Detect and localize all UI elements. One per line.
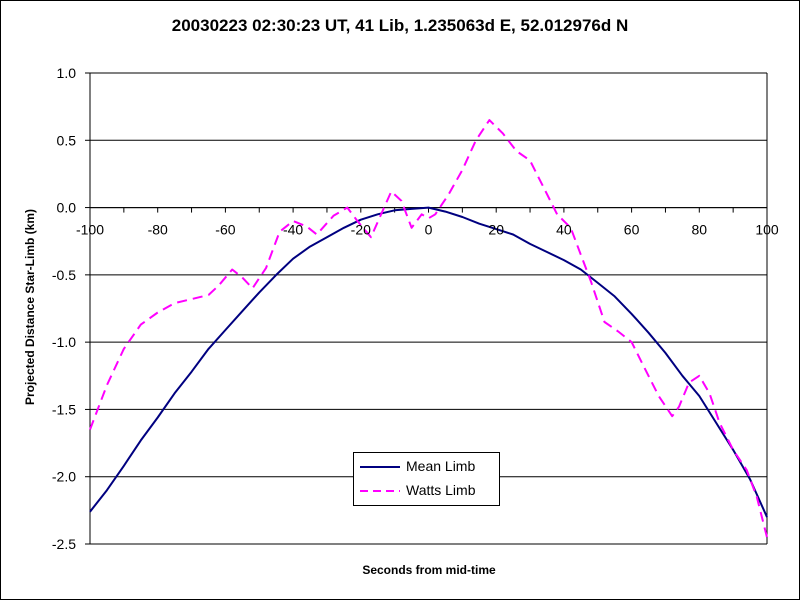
y-tick-label: 1.0 xyxy=(57,65,77,81)
chart-title: 20030223 02:30:23 UT, 41 Lib, 1.235063d … xyxy=(171,16,629,35)
x-tick-label: 0 xyxy=(425,222,433,238)
legend-label-watts-limb: Watts Limb xyxy=(406,482,476,498)
x-tick-label: -20 xyxy=(351,222,371,238)
x-tick-label: -100 xyxy=(76,222,104,238)
x-tick-label: -60 xyxy=(215,222,235,238)
x-tick-label: 100 xyxy=(755,222,779,238)
y-tick-label: -2.0 xyxy=(52,469,76,485)
series-line-mean-limb xyxy=(89,206,768,518)
x-tick-label: 80 xyxy=(692,222,708,238)
x-tick-label: -40 xyxy=(283,222,303,238)
legend-item-watts-limb: Watts Limb xyxy=(354,481,499,501)
y-tick-label: -1.5 xyxy=(52,401,76,417)
legend-swatch-mean-limb xyxy=(360,466,400,468)
x-tick-label: -80 xyxy=(148,222,168,238)
series-line-watts-limb xyxy=(89,119,768,538)
y-tick-label: -2.5 xyxy=(52,536,76,552)
legend-label-mean-limb: Mean Limb xyxy=(406,458,476,474)
x-tick-label: 40 xyxy=(556,222,572,238)
x-axis-label: Seconds from mid-time xyxy=(362,563,496,577)
x-tick-label: 60 xyxy=(624,222,640,238)
series-lines xyxy=(89,119,768,538)
x-tick-label: 20 xyxy=(488,222,504,238)
legend-item-mean-limb: Mean Limb xyxy=(354,457,499,477)
y-tick-label: 0.5 xyxy=(57,132,77,148)
legend: Mean Limb Watts Limb xyxy=(353,452,500,506)
tick-labels: 1.0 0.5 0.0 -0.5 -1.0 -1.5 -2.0 -2.5 -100 -80 -60 -… xyxy=(52,65,779,552)
y-tick-label: -1.0 xyxy=(52,334,76,350)
y-tick-label: -0.5 xyxy=(52,267,76,283)
legend-swatch-watts-limb xyxy=(360,490,400,492)
y-tick-label: 0.0 xyxy=(57,200,77,216)
